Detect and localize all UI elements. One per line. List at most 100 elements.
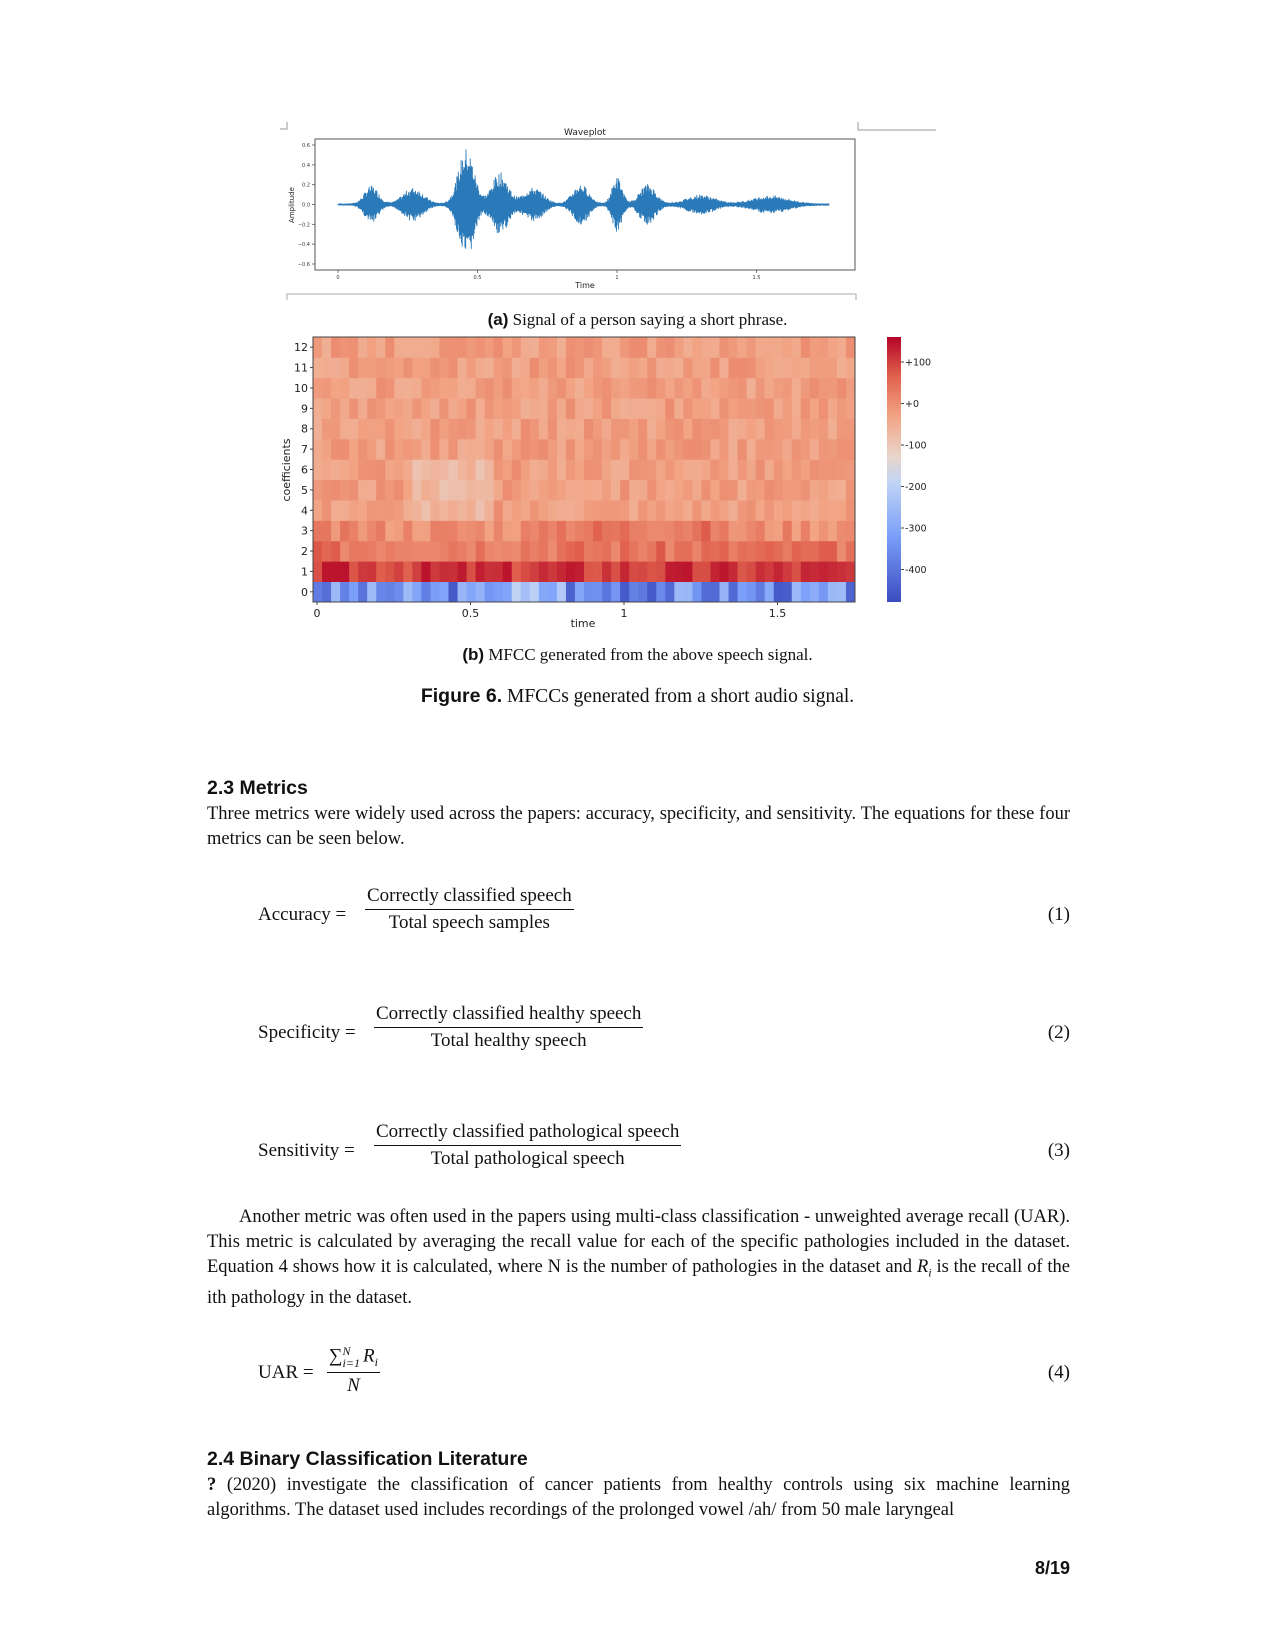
mfcc-cell: [683, 398, 693, 419]
mfcc-cell: [701, 398, 711, 419]
mfcc-cell: [511, 459, 522, 481]
mfcc-ytick-label: 1: [301, 565, 308, 578]
mfcc-cell: [737, 500, 747, 521]
mfcc-cell: [773, 561, 784, 583]
mfcc-cell: [556, 479, 567, 501]
mfcc-cell: [836, 459, 847, 481]
mfcc-cell: [692, 581, 702, 603]
mfcc-cell: [475, 398, 486, 419]
mfcc-cell: [367, 540, 377, 562]
mfcc-cell: [836, 540, 847, 562]
mfcc-cell: [593, 357, 603, 379]
mfcc-cell: [827, 500, 838, 521]
mfcc-cell: [349, 418, 359, 440]
mfcc-cell: [385, 520, 395, 542]
mfcc-cell: [656, 337, 666, 358]
mfcc-cell: [529, 377, 540, 399]
mfcc-cell: [593, 561, 603, 583]
mfcc-cell: [520, 520, 531, 542]
mfcc-cell: [818, 357, 829, 379]
mfcc-cell: [385, 540, 395, 562]
mfcc-cell: [593, 520, 603, 542]
mfcc-cell: [448, 357, 458, 379]
mfcc-cell: [484, 520, 495, 542]
mfcc-cell: [520, 438, 531, 460]
mfcc-cell: [791, 398, 802, 419]
mfcc-cell: [611, 418, 621, 440]
equation-lhs: UAR =: [258, 1362, 314, 1383]
mfcc-ytick-label: 10: [294, 382, 308, 395]
mfcc-cell: [421, 459, 431, 481]
mfcc-cell: [728, 540, 738, 562]
mfcc-cell: [556, 398, 567, 419]
mfcc-cell: [593, 438, 603, 460]
sum-variable: R: [362, 1345, 375, 1367]
mfcc-cell: [710, 540, 720, 562]
mfcc-cell: [412, 561, 422, 583]
mfcc-cell: [692, 337, 702, 358]
mfcc-cell: [638, 377, 648, 399]
mfcc-cell: [593, 459, 603, 481]
mfcc-cell: [538, 540, 549, 562]
mfcc-cell: [556, 581, 567, 603]
mfcc-cell: [322, 438, 332, 460]
colorbar-tick-label: +0: [905, 399, 919, 410]
mfcc-cell: [313, 520, 323, 542]
mfcc-cell: [457, 377, 467, 399]
waveplot-title: Waveplot: [564, 128, 606, 138]
mfcc-cell: [367, 581, 377, 603]
mfcc-cell: [403, 479, 413, 501]
mfcc-cell: [827, 459, 838, 481]
mfcc-cell: [538, 398, 549, 419]
mfcc-cell: [457, 337, 467, 358]
mfcc-cell: [710, 357, 720, 379]
mfcc-cell: [457, 540, 467, 562]
mfcc-cell: [683, 337, 693, 358]
mfcc-cell: [611, 357, 621, 379]
mfcc-cell: [593, 540, 603, 562]
mfcc-cell: [764, 561, 775, 583]
mfcc-cell: [764, 418, 775, 440]
mfcc-cell: [764, 398, 775, 419]
mfcc-cell: [484, 500, 495, 521]
mfcc-cell: [376, 561, 386, 583]
mfcc-cell: [358, 377, 368, 399]
mfcc-cell: [313, 540, 323, 562]
mfcc-cell: [448, 540, 458, 562]
mfcc-cell: [674, 561, 684, 583]
mfcc-cell: [665, 500, 675, 521]
mfcc-cell: [728, 561, 738, 583]
mfcc-cell: [331, 540, 341, 562]
mfcc-cell: [638, 459, 648, 481]
mfcc-cell: [800, 459, 811, 481]
mfcc-heatmap: [313, 337, 856, 603]
mfcc-cell: [520, 479, 531, 501]
mfcc-cell: [710, 520, 720, 542]
mfcc-cell: [466, 438, 476, 460]
mfcc-cell: [845, 398, 856, 419]
mfcc-cell: [683, 377, 693, 399]
mfcc-cell: [683, 540, 693, 562]
mfcc-cell: [710, 377, 720, 399]
equation-specificity: Specificity = Correctly classified healt…: [258, 1003, 1070, 1063]
mfcc-cell: [547, 459, 558, 481]
mfcc-cell: [782, 418, 793, 440]
mfcc-cell: [719, 561, 729, 583]
mfcc-cell: [340, 377, 350, 399]
mfcc-cell: [466, 459, 476, 481]
section-2-4-text: (2020) investigate the classification of…: [207, 1475, 1070, 1520]
waveplot-ytick-label: 0.2: [302, 183, 310, 189]
waveplot-chart: Waveplot Amplitude Time 0.6 0.4 0.2 0.0 −0.2…: [280, 122, 936, 300]
mfcc-cell: [430, 540, 440, 562]
mfcc-cell: [656, 500, 666, 521]
mfcc-cell: [809, 479, 820, 501]
mfcc-cell: [394, 418, 404, 440]
mfcc-cell: [574, 479, 585, 501]
mfcc-cell: [818, 438, 829, 460]
mfcc-cell: [385, 479, 395, 501]
mfcc-cell: [502, 479, 513, 501]
mfcc-cell: [574, 581, 585, 603]
mfcc-cell: [502, 357, 513, 379]
mfcc-cell: [439, 438, 449, 460]
mfcc-cell: [773, 479, 784, 501]
